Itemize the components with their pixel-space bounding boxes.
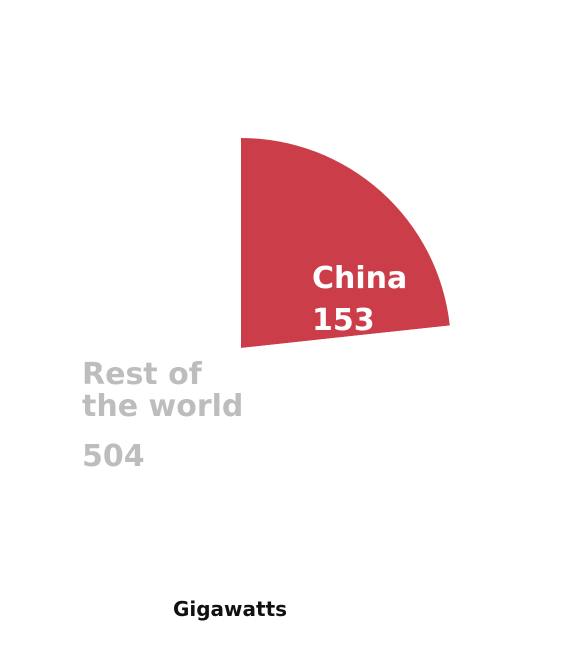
slice-value-1: 504 [82, 439, 145, 474]
slice-value-0: 153 [312, 303, 375, 338]
unit-label: Gigawatts [173, 597, 287, 621]
slice-label-1-line-1: the world [82, 389, 243, 424]
slice-label-0-line-0: China [312, 261, 407, 296]
pie-slice-china [241, 138, 450, 348]
pie-slices [31, 138, 452, 559]
slice-label-1-line-0: Rest of [82, 357, 203, 392]
pie-slice-rest-of-the-world [31, 138, 452, 559]
